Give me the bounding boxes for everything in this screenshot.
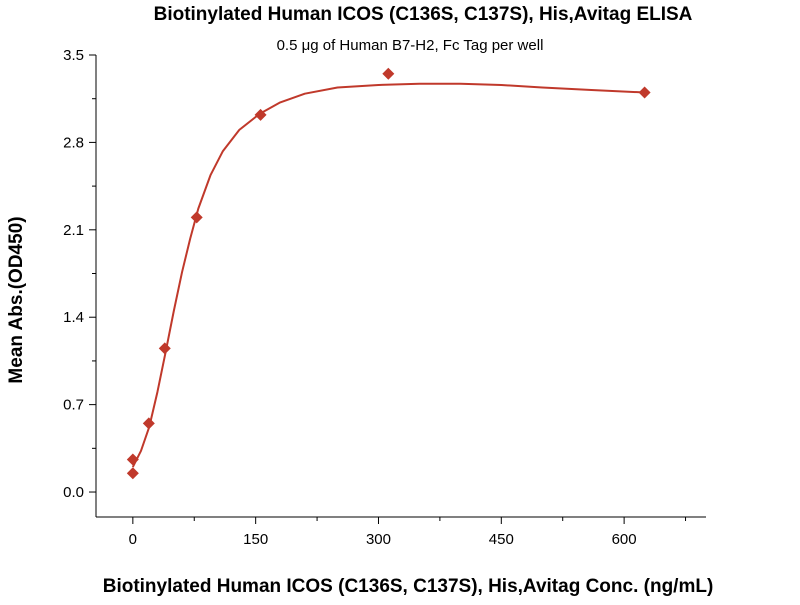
x-tick-label: 600 bbox=[612, 531, 637, 548]
plot-area: 0.0 0.7 1.4 2.1 2.8 3.5 0 150 300 450 600 bbox=[63, 47, 706, 548]
x-axis-title: Biotinylated Human ICOS (C136S, C137S), … bbox=[103, 576, 714, 597]
data-point-diamond bbox=[254, 108, 267, 121]
data-point-diamond bbox=[382, 67, 395, 80]
data-point-diamond bbox=[190, 211, 203, 224]
chart-subtitle: 0.5 μg of Human B7-H2, Fc Tag per well bbox=[277, 37, 544, 54]
y-tick-label: 3.5 bbox=[63, 47, 84, 64]
chart-title: Biotinylated Human ICOS (C136S, C137S), … bbox=[154, 4, 693, 25]
data-point-diamond bbox=[142, 417, 155, 430]
y-tick-label: 0.7 bbox=[63, 397, 84, 414]
y-axis-title: Mean Abs.(OD450) bbox=[6, 216, 27, 383]
x-tick-label: 450 bbox=[489, 531, 514, 548]
x-tick-label: 150 bbox=[243, 531, 268, 548]
y-tick-label: 1.4 bbox=[63, 309, 84, 326]
data-point-diamond bbox=[126, 467, 139, 480]
x-tick-label: 0 bbox=[129, 531, 137, 548]
y-tick-label: 0.0 bbox=[63, 484, 84, 501]
data-point-diamond bbox=[158, 342, 171, 355]
data-point-diamond bbox=[126, 453, 139, 466]
x-tick-label: 300 bbox=[366, 531, 391, 548]
y-tick-label: 2.1 bbox=[63, 222, 84, 239]
fit-curve bbox=[131, 82, 645, 468]
y-tick-label: 2.8 bbox=[63, 134, 84, 151]
data-point-diamond bbox=[638, 86, 651, 99]
